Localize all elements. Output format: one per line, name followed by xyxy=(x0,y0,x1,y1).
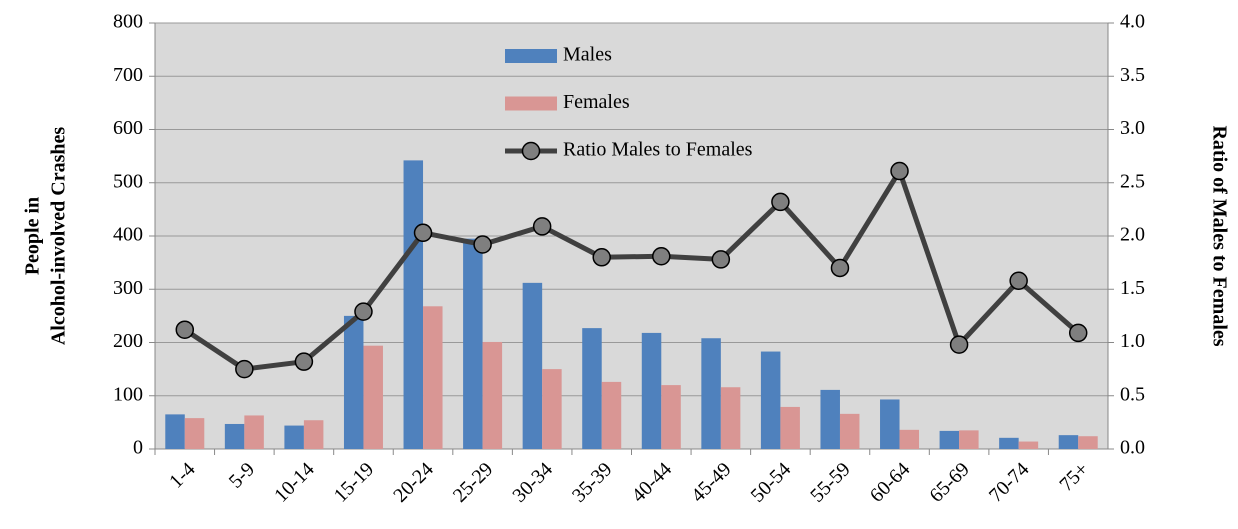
bar xyxy=(661,385,681,449)
bar xyxy=(641,332,662,449)
bar xyxy=(601,381,622,449)
marker xyxy=(1009,271,1028,290)
x-tick-label: 15-19 xyxy=(330,458,379,507)
x-tick-label: 40-44 xyxy=(628,458,677,507)
legend-label: Females xyxy=(563,91,630,113)
bar xyxy=(165,414,185,449)
bar xyxy=(244,415,264,449)
x-tick-label: 20-24 xyxy=(389,458,438,507)
bar xyxy=(939,430,960,449)
y-tick-label: 800 xyxy=(113,11,143,33)
bar xyxy=(1078,436,1098,449)
x-tick-label: 55-59 xyxy=(806,458,855,507)
y-tick-label: 0 xyxy=(133,437,143,459)
y-tick-label: 300 xyxy=(113,277,143,299)
bar xyxy=(820,389,840,449)
y2-tick-label: 1.0 xyxy=(1120,330,1145,352)
marker xyxy=(592,248,611,267)
bar xyxy=(423,306,443,449)
marker xyxy=(235,359,254,379)
bar xyxy=(522,282,543,449)
bar xyxy=(582,328,602,449)
legend-swatch xyxy=(505,96,557,111)
bar xyxy=(999,437,1019,449)
bar xyxy=(463,238,483,449)
x-tick-label: 50-54 xyxy=(747,458,796,507)
bar xyxy=(482,341,503,449)
bar xyxy=(839,413,860,449)
marker xyxy=(354,302,373,321)
bar xyxy=(1018,441,1039,449)
bar xyxy=(284,425,304,449)
bar xyxy=(720,387,741,449)
bar xyxy=(343,315,364,449)
x-tick-label: 10-14 xyxy=(270,458,319,507)
marker xyxy=(1068,323,1088,343)
y2-tick-label: 1.5 xyxy=(1120,277,1145,299)
x-tick-label: 75+ xyxy=(1055,458,1093,496)
x-tick-label: 45-49 xyxy=(687,458,736,507)
x-tick-label: 5-9 xyxy=(225,458,259,492)
y-tick-label: 100 xyxy=(113,383,143,405)
marker xyxy=(830,258,850,278)
y-tick-label: 600 xyxy=(113,117,143,139)
y2-tick-label: 2.5 xyxy=(1120,170,1145,192)
x-tick-label: 70-74 xyxy=(985,458,1034,507)
marker xyxy=(771,192,790,212)
y2-tick-label: 3.5 xyxy=(1120,64,1145,86)
x-tick-label: 25-29 xyxy=(449,458,498,507)
bar xyxy=(224,423,245,449)
marker xyxy=(175,320,195,339)
y2-tick-label: 4.0 xyxy=(1120,11,1145,33)
y2-tick-label: 0.5 xyxy=(1120,383,1145,405)
y-tick-label: 400 xyxy=(113,224,143,246)
bar xyxy=(760,351,781,449)
bar xyxy=(1058,435,1079,449)
legend-swatch xyxy=(521,141,541,161)
y-tick-label: 500 xyxy=(113,170,143,192)
y2-axis-label: Ratio of Males to Females xyxy=(1208,125,1230,346)
bar xyxy=(780,406,800,449)
marker xyxy=(473,235,492,254)
y-axis-label: Alcohol-involved Crashes xyxy=(48,127,70,346)
marker xyxy=(294,352,314,371)
legend-label: Ratio Males to Females xyxy=(563,139,753,161)
x-tick-label: 30-34 xyxy=(508,458,557,507)
y-tick-label: 200 xyxy=(113,330,143,352)
y2-tick-label: 3.0 xyxy=(1120,117,1145,139)
bar xyxy=(959,430,979,449)
x-tick-label: 1-4 xyxy=(165,458,199,492)
y-tick-label: 700 xyxy=(113,64,143,86)
bar xyxy=(403,160,424,449)
legend-label: Males xyxy=(563,44,612,66)
y2-tick-label: 0.0 xyxy=(1120,437,1145,459)
line xyxy=(183,168,1080,372)
y-axis-label: People in xyxy=(22,197,44,275)
marker xyxy=(711,250,731,269)
bar xyxy=(542,369,562,449)
marker xyxy=(413,223,433,243)
marker xyxy=(949,335,969,354)
marker xyxy=(890,161,909,181)
marker xyxy=(652,246,671,266)
bar xyxy=(701,338,721,449)
x-tick-label: 60-64 xyxy=(866,458,915,507)
x-tick-label: 65-69 xyxy=(925,458,974,507)
bar xyxy=(880,399,900,449)
bar xyxy=(363,345,383,449)
bar xyxy=(899,429,920,449)
bar xyxy=(303,420,324,449)
x-tick-label: 35-39 xyxy=(568,458,617,507)
y2-tick-label: 2.0 xyxy=(1120,224,1145,246)
marker xyxy=(532,217,552,236)
bar xyxy=(184,418,205,449)
legend-swatch xyxy=(505,49,557,63)
